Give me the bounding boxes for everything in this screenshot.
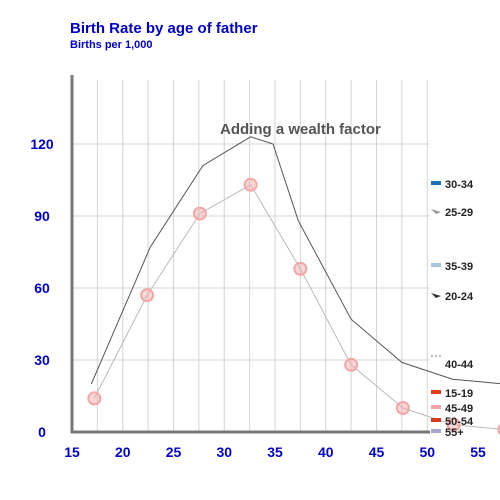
x-tick-label: 30 [216,444,232,460]
data-point [140,288,155,303]
legend-label: 15-19 [445,388,473,400]
legend-item: 15-19 [431,388,473,400]
x-tick-label: 40 [318,444,334,460]
legend-item: 40-44 [431,355,474,371]
y-tick-label: 60 [34,280,50,296]
data-point [293,261,308,276]
x-tick-labels: 15 20 25 30 35 40 45 50 55 [64,444,486,460]
data-point [344,357,359,372]
grid [72,80,430,432]
chart-subtitle: Births per 1,000 [70,39,153,51]
data-point [243,177,258,192]
legend-label: 55+ [445,427,464,439]
x-tick-label: 25 [166,444,182,460]
x-tick-label: 50 [419,444,435,460]
annotation: Adding a wealth factor [220,121,381,138]
y-tick-label: 0 [38,424,46,440]
legend-swatch [431,418,441,422]
legend-item: 35-39 [431,261,473,273]
legend-label: 25-29 [445,207,473,219]
x-tick-label: 55 [470,444,486,460]
legend-label: 50-54 [445,416,474,428]
legend-swatch [431,429,441,433]
legend-label: 45-49 [445,403,473,415]
legend-swatch [431,263,441,267]
data-point [87,391,102,406]
chart-title: Birth Rate by age of father [70,20,258,37]
data-point [446,417,461,432]
legend: 30-34 25-29 35-39 20-24 40-44 15-19 45-4950-54… [431,179,474,439]
legend-label: 35-39 [445,261,473,273]
y-tick-label: 30 [34,352,50,368]
legend-label: 30-34 [445,179,474,191]
axes [70,75,430,434]
legend-item: 30-34 [431,179,474,191]
legend-swatch [431,293,441,298]
legend-item: 20-24 [431,291,474,303]
legend-label: 20-24 [445,291,474,303]
y-tick-label: 90 [34,208,50,224]
legend-swatch [431,209,441,214]
legend-label: 40-44 [445,359,474,371]
y-tick-labels: 0 30 60 90 120 [30,136,54,440]
series [87,136,500,436]
y-tick-label: 120 [30,136,54,152]
x-tick-label: 45 [369,444,385,460]
legend-item: 25-29 [431,207,473,219]
legend-swatch [431,181,441,185]
x-tick-label: 35 [267,444,283,460]
legend-swatch [431,405,441,409]
series-line-1 [90,136,500,385]
data-point [395,401,410,415]
legend-item: 50-54 [431,416,474,428]
legend-item: 55+ [431,427,464,439]
legend-item: 45-49 [431,403,473,415]
legend-swatch [431,390,441,394]
x-tick-label: 20 [115,444,131,460]
x-tick-label: 15 [64,444,80,460]
data-point [192,206,207,221]
